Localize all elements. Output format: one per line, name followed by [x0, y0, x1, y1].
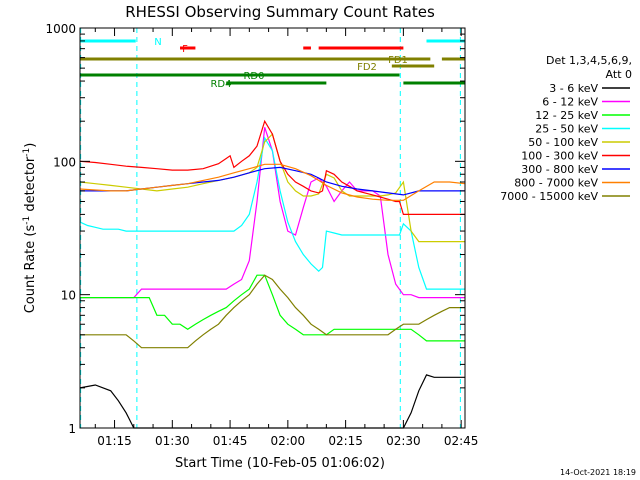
footer-timestamp: 14-Oct-2021 18:19	[560, 468, 636, 477]
y-tick-label: 10	[61, 289, 76, 303]
x-tick-label: 02:15	[328, 434, 363, 448]
legend-label-1: 3 - 6 keV	[549, 82, 598, 95]
x-tick-label: 02:30	[386, 434, 421, 448]
chart-title: RHESSI Observing Summary Count Rates	[125, 3, 435, 21]
legend-label-3: 12 - 25 keV	[535, 109, 598, 122]
plot-frame	[79, 27, 466, 429]
y-axis-ticks: 1 10 100 1000	[45, 22, 465, 436]
state-bar-label-rd0: RD0	[243, 71, 264, 82]
legend-label-8: 800 - 7000 keV	[514, 177, 598, 190]
x-tick-label: 01:45	[213, 434, 248, 448]
x-tick-label: 02:00	[271, 434, 306, 448]
vertical-markers	[80, 28, 461, 428]
x-tick-label: 01:15	[97, 434, 132, 448]
legend-label-5: 50 - 100 keV	[528, 136, 598, 149]
series-line-4	[79, 136, 465, 290]
legend-label-7: 300 - 800 keV	[521, 163, 598, 176]
series-line-1	[79, 374, 465, 429]
series-line-6	[79, 119, 465, 215]
state-bar-label-fd1: FD1	[388, 55, 408, 66]
legend-header-line-2: Att 0	[606, 68, 632, 81]
x-axis-label: Start Time (10-Feb-05 01:06:02)	[175, 456, 385, 471]
y-tick-label: 1000	[45, 22, 76, 36]
y-tick-label: 1	[68, 422, 76, 436]
series-line-8	[79, 163, 466, 201]
state-bars: N F FD1 FD2 RD0 RD4	[79, 37, 465, 90]
x-tick-label: 02:45	[444, 434, 479, 448]
x-axis-ticks: 01:15 01:30 01:45 02:00 02:15 02:30 02:45	[94, 28, 479, 448]
state-bar-label-n: N	[154, 37, 161, 48]
series-line-3	[80, 274, 465, 342]
legend-label-4: 25 - 50 keV	[535, 123, 598, 136]
series-line-7	[80, 166, 465, 196]
series-line-9	[80, 274, 465, 349]
state-bar-label-f: F	[182, 44, 188, 55]
state-bar-label-fd2: FD2	[357, 62, 377, 73]
y-axis-label: Count Rate (s-1 detector-1)	[22, 143, 38, 314]
state-bar-label-rd4: RD4	[210, 79, 231, 90]
series-line-5	[79, 132, 465, 243]
x-tick-label: 01:30	[155, 434, 190, 448]
legend-label-6: 100 - 300 keV	[521, 150, 598, 163]
series-line-2	[80, 127, 465, 299]
legend-label-9: 7000 - 15000 keV	[500, 190, 598, 203]
legend-label-2: 6 - 12 keV	[542, 96, 598, 109]
legend-header-line-1: Det 1,3,4,5,6,9,	[546, 54, 632, 67]
y-tick-label: 100	[53, 155, 76, 169]
series-lines	[79, 119, 466, 429]
